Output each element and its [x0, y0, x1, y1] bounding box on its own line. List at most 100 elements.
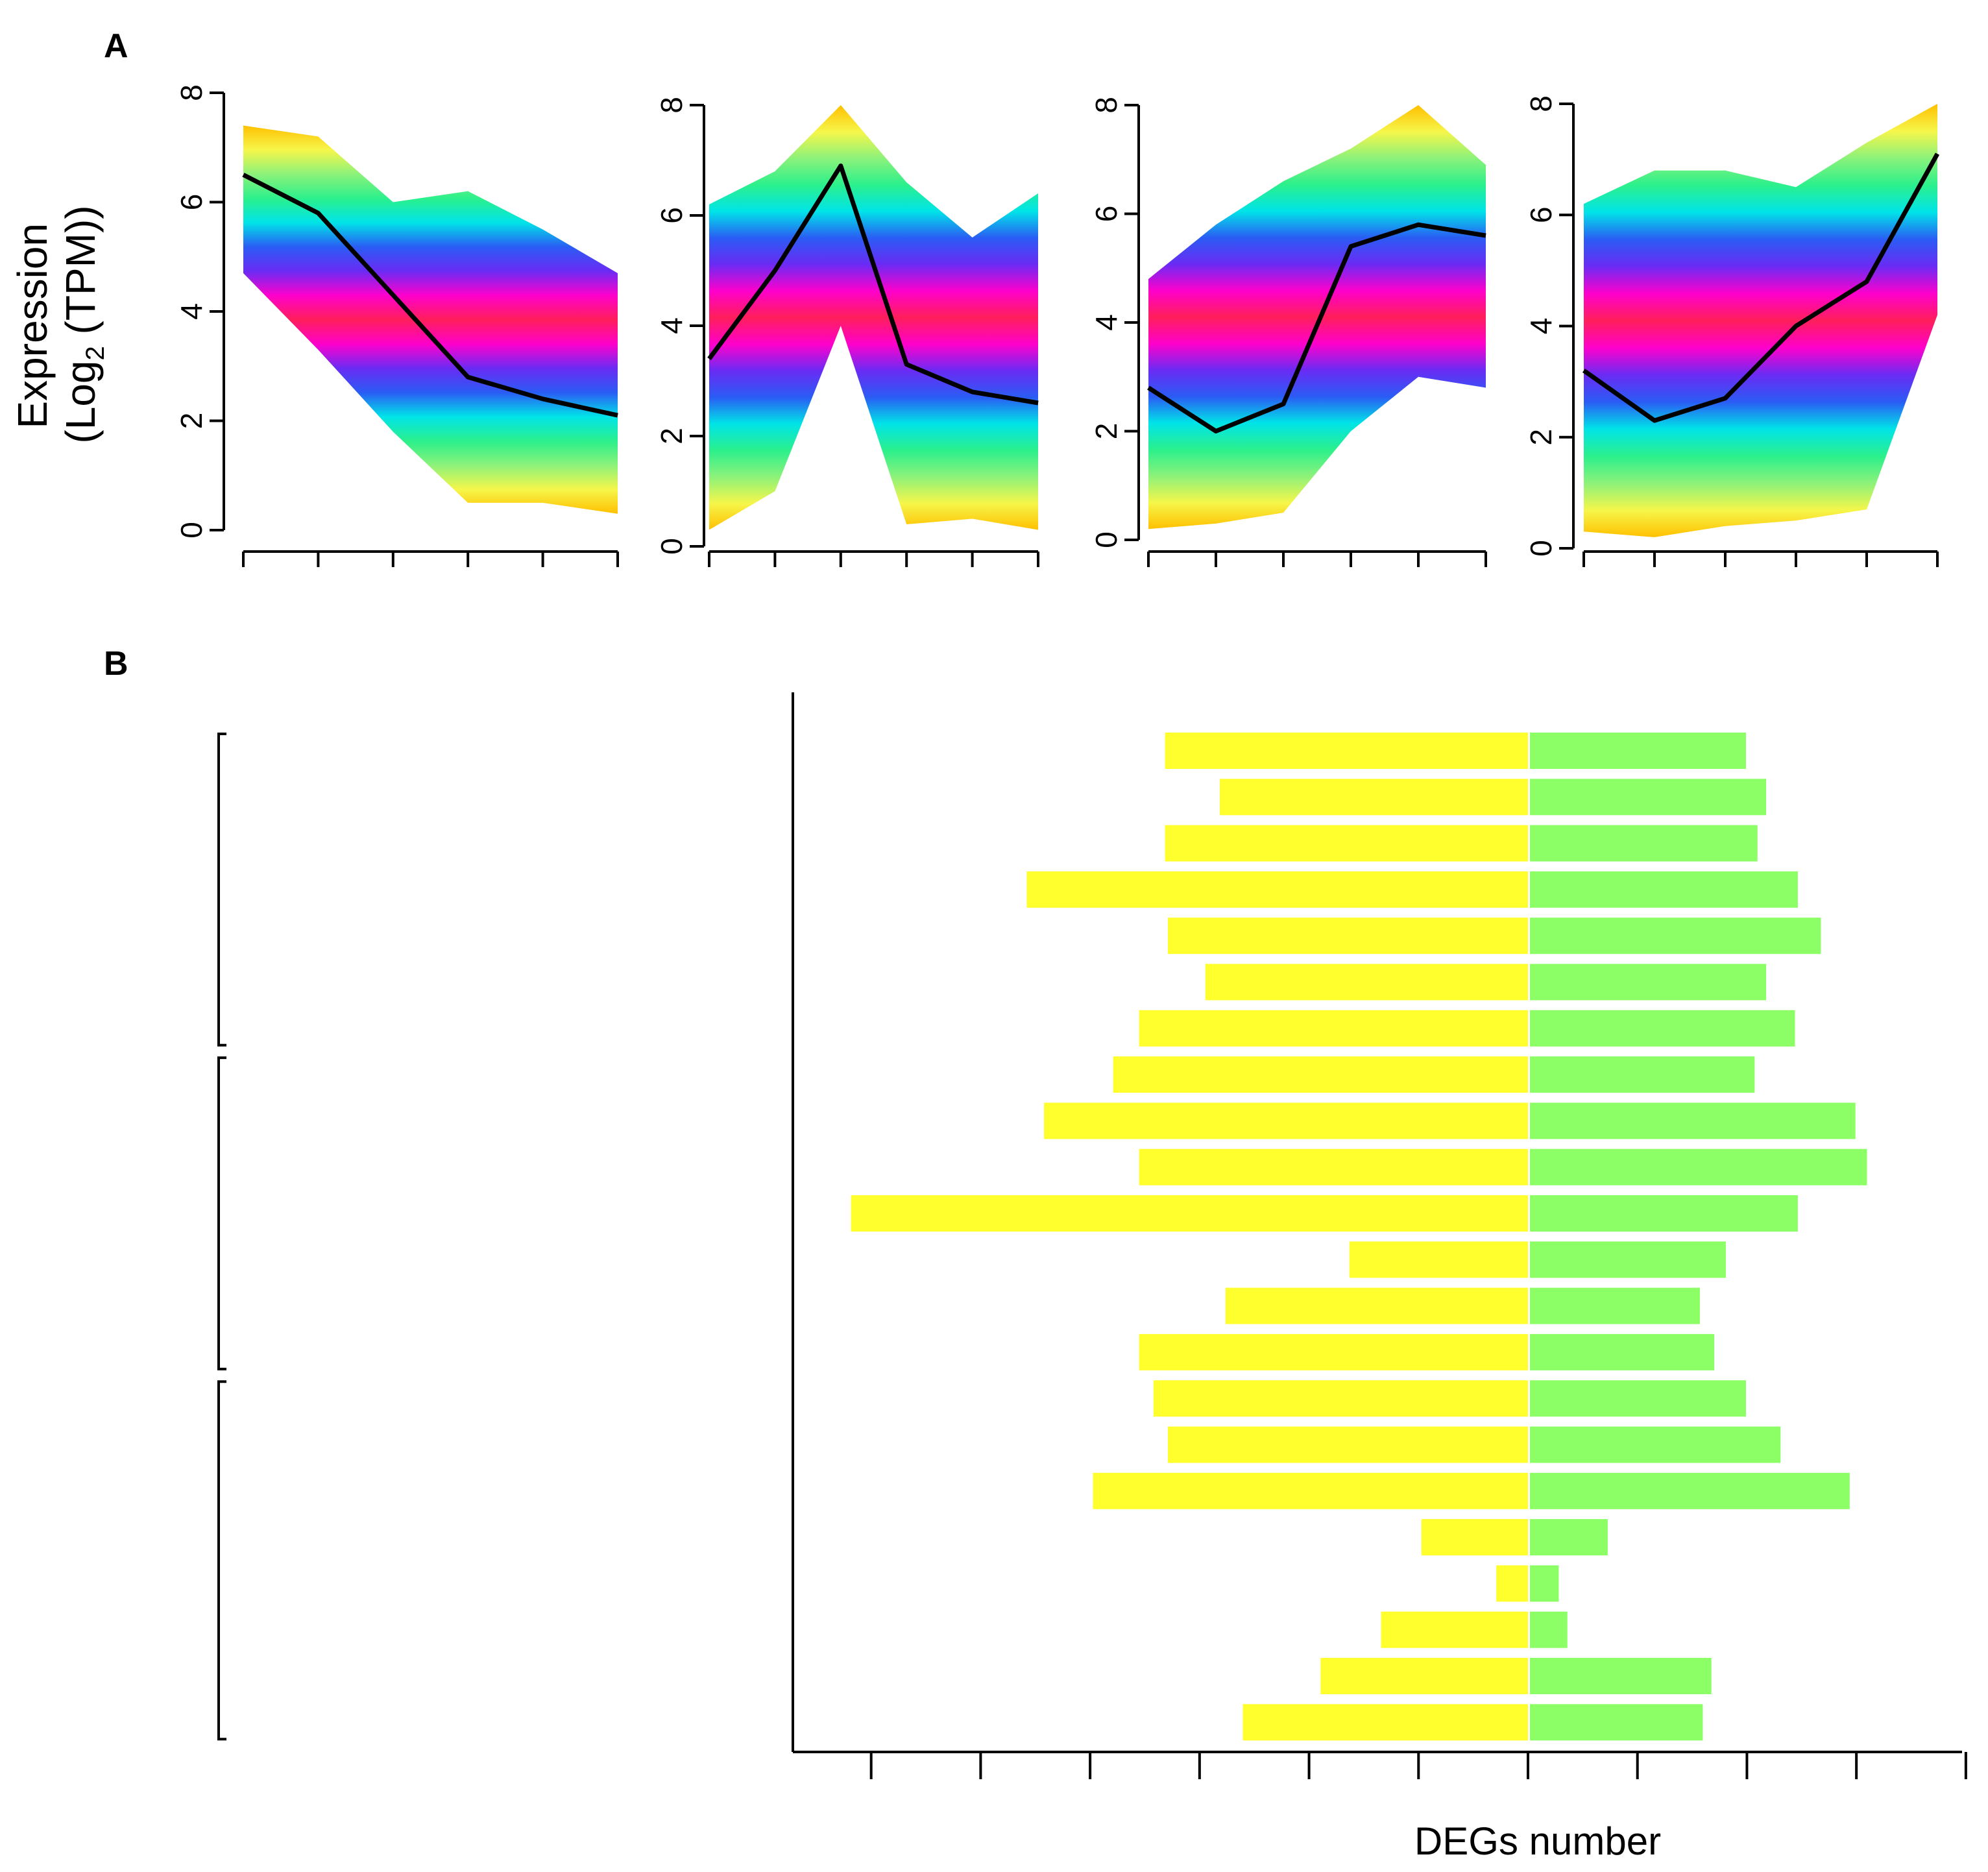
- y-tick-label: 6: [1089, 206, 1123, 223]
- bar-cluster-1: [1139, 1149, 1528, 1185]
- category-row: [1168, 918, 1821, 954]
- y-tick-label: 4: [1089, 314, 1123, 331]
- bar-cluster-2: [1530, 918, 1821, 954]
- bar-cluster-1: [1205, 964, 1528, 1001]
- category-row: [1113, 1056, 1755, 1093]
- y-axis-label-line1: Expression: [9, 223, 56, 429]
- group-bracket-bp: [217, 733, 226, 1047]
- y-tick-label: 8: [655, 97, 688, 114]
- y-tick-label: 2: [1089, 423, 1123, 440]
- bar-cluster-1: [1219, 779, 1528, 816]
- category-row: [1381, 1611, 1568, 1648]
- bar-cluster-2: [1530, 1704, 1703, 1741]
- y-tick-label: 0: [1089, 531, 1123, 548]
- bar-cluster-2: [1530, 1380, 1746, 1417]
- bar-cluster-1: [1113, 1056, 1528, 1093]
- category-row: [1139, 1149, 1867, 1185]
- y-tick-label: 8: [1089, 97, 1123, 114]
- y-tick-label: 8: [175, 84, 208, 101]
- bar-cluster-1: [1320, 1658, 1528, 1694]
- y-tick-label: 0: [1524, 540, 1558, 557]
- membership-band: [1148, 105, 1486, 529]
- y-tick-label: 4: [1524, 318, 1558, 335]
- membership-band: [1584, 104, 1937, 537]
- centroid-line: [1582, 152, 1940, 423]
- category-row: [1165, 733, 1746, 769]
- bar-cluster-1: [1165, 733, 1528, 769]
- category-row: [1225, 1287, 1700, 1324]
- centroid-line: [707, 164, 1039, 406]
- cluster-trend-chart-3: 0 2 4 6 8: [1089, 97, 1487, 567]
- category-row: [1044, 1102, 1856, 1139]
- bar-cluster-1: [1421, 1519, 1528, 1556]
- y-axis-label-log: (Log: [57, 360, 104, 443]
- bar-cluster-2: [1530, 1611, 1568, 1648]
- bracket-line: [217, 733, 226, 1047]
- bar-cluster-2: [1530, 871, 1798, 908]
- y-tick-label: 2: [655, 428, 688, 444]
- y-axis-label-unit: (TPM)): [57, 205, 104, 346]
- category-row: [1153, 1380, 1746, 1417]
- y-axis-label-subscript: 2: [81, 346, 110, 360]
- bar-cluster-2: [1530, 779, 1767, 816]
- category-row: [1139, 1333, 1715, 1370]
- bar-cluster-1: [1225, 1287, 1528, 1324]
- category-row: [1320, 1658, 1712, 1694]
- y-tick-label: 0: [175, 522, 208, 539]
- panel-b-letter: B: [104, 645, 128, 683]
- y-tick-label: 6: [655, 207, 688, 224]
- centroid-line: [242, 173, 618, 418]
- membership-band: [709, 105, 1038, 530]
- category-row: [1421, 1519, 1608, 1556]
- category-row: [1349, 1241, 1726, 1278]
- category-row: [1242, 1704, 1703, 1741]
- bar-cluster-2: [1530, 1472, 1850, 1509]
- bar-cluster-2: [1530, 733, 1746, 769]
- bar-cluster-2: [1530, 1565, 1559, 1602]
- category-row: [1496, 1565, 1559, 1602]
- bar-cluster-1: [1496, 1565, 1528, 1602]
- y-tick-label: 2: [175, 413, 208, 430]
- cluster-trend-chart-2: 0 2 4 6 8: [655, 97, 1039, 567]
- bar-cluster-2: [1530, 1241, 1726, 1278]
- bar-cluster-2: [1530, 1519, 1608, 1556]
- bar-cluster-2: [1530, 1010, 1795, 1047]
- bar-cluster-1: [1168, 1426, 1528, 1463]
- membership-band: [243, 125, 618, 514]
- bar-cluster-2: [1530, 1102, 1856, 1139]
- bar-cluster-1: [1139, 1333, 1528, 1370]
- y-axis-label: Expression (Log2 (TPM)): [9, 205, 110, 443]
- go-bar-chart: [217, 692, 1967, 1779]
- y-tick-label: 0: [655, 538, 688, 555]
- bar-cluster-2: [1530, 1658, 1712, 1694]
- group-bracket-cc: [217, 1056, 226, 1370]
- panel-b: B DEGs number: [104, 645, 1967, 1863]
- group-bracket-mf: [217, 1380, 226, 1741]
- bar-cluster-2: [1530, 825, 1758, 862]
- bar-cluster-2: [1530, 1426, 1781, 1463]
- bar-cluster-1: [1153, 1380, 1528, 1417]
- bar-cluster-2: [1530, 964, 1767, 1001]
- category-row: [851, 1195, 1798, 1232]
- bar-cluster-1: [1168, 918, 1528, 954]
- cluster-trend-chart-1: 0 2 4 6 8: [175, 84, 619, 567]
- y-tick-label: 6: [1524, 206, 1558, 223]
- bar-cluster-1: [1381, 1611, 1528, 1648]
- cluster-trend-chart-4: 0 2 4 6 8: [1524, 95, 1940, 567]
- bar-cluster-1: [1349, 1241, 1528, 1278]
- panel-a: A Expression (Log2 (TPM)) 02468024680246…: [9, 27, 1940, 567]
- category-row: [1219, 779, 1767, 816]
- category-row: [1168, 1426, 1781, 1463]
- bar-cluster-1: [1026, 871, 1528, 908]
- bar-cluster-1: [851, 1195, 1528, 1232]
- centroid-line: [1147, 222, 1486, 433]
- y-tick-label: 6: [175, 194, 208, 211]
- category-row: [1139, 1010, 1795, 1047]
- bracket-line: [217, 1056, 226, 1370]
- bar-cluster-1: [1139, 1010, 1528, 1047]
- category-row: [1205, 964, 1767, 1001]
- category-row: [1093, 1472, 1850, 1509]
- y-tick-label: 8: [1524, 95, 1558, 112]
- y-tick-label: 4: [655, 317, 688, 334]
- bar-cluster-1: [1093, 1472, 1528, 1509]
